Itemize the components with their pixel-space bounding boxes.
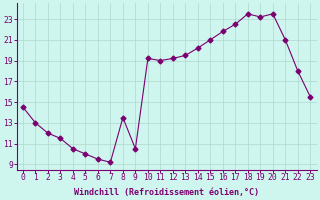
X-axis label: Windchill (Refroidissement éolien,°C): Windchill (Refroidissement éolien,°C) xyxy=(74,188,259,197)
